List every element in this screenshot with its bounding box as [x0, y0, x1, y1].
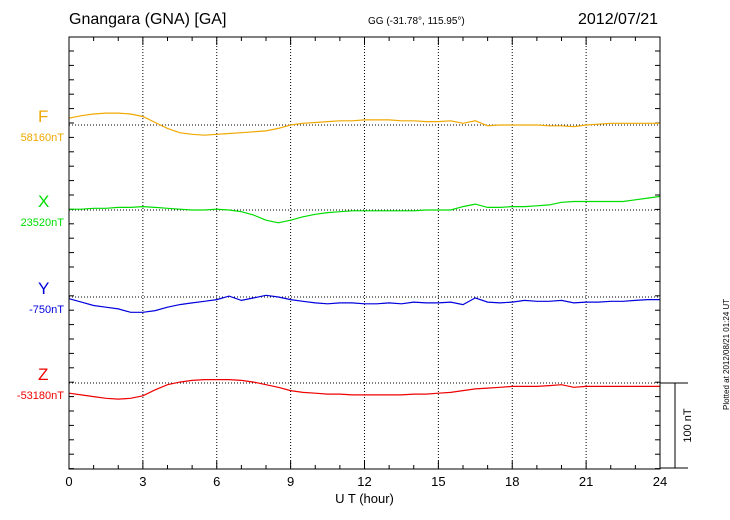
date-label: 2012/07/21 [578, 11, 659, 28]
component-baseline-z: -53180nT [16, 390, 64, 402]
scale-bar-label: 100 nT [682, 408, 694, 443]
x-tick-label: 18 [505, 474, 519, 489]
series-line-f [68, 112, 660, 136]
component-name-f: F [38, 107, 49, 126]
x-tick-label: 0 [65, 474, 72, 489]
component-name-z: Z [38, 365, 49, 384]
station-coordinates: GG (-31.78°, 115.95°) [368, 16, 465, 27]
series-line-x [69, 195, 661, 224]
component-baseline-y: -750nT [29, 304, 64, 316]
x-tick-label: 6 [213, 474, 220, 489]
x-tick-label: 3 [139, 474, 146, 489]
series-lines [68, 112, 661, 400]
scale-bar: 100 nT [660, 382, 694, 469]
plot-frame [68, 36, 661, 470]
component-name-y: Y [38, 279, 50, 298]
x-tick-labels: 0 3 6 9 12 15 18 21 24 [65, 474, 667, 489]
station-title: Gnangara (GNA) [GA] [69, 11, 227, 28]
component-name-x: X [38, 192, 50, 211]
series-line-y [68, 294, 660, 313]
grid-lines [69, 37, 660, 469]
x-tick-label: 12 [357, 474, 371, 489]
x-tick-label: 9 [287, 474, 294, 489]
series-line-z [68, 379, 660, 400]
component-baseline-f: 58160nT [20, 132, 64, 144]
plotted-timestamp: Plotted at 2012/08/21 01:24 UT [722, 298, 730, 410]
component-baseline-x: 23520nT [20, 217, 64, 229]
x-axis-label: U T (hour) [335, 491, 394, 506]
x-tick-label: 24 [653, 474, 667, 489]
x-tick-label: 15 [431, 474, 445, 489]
x-tick-label: 21 [579, 474, 593, 489]
axis-ticks [68, 37, 661, 470]
